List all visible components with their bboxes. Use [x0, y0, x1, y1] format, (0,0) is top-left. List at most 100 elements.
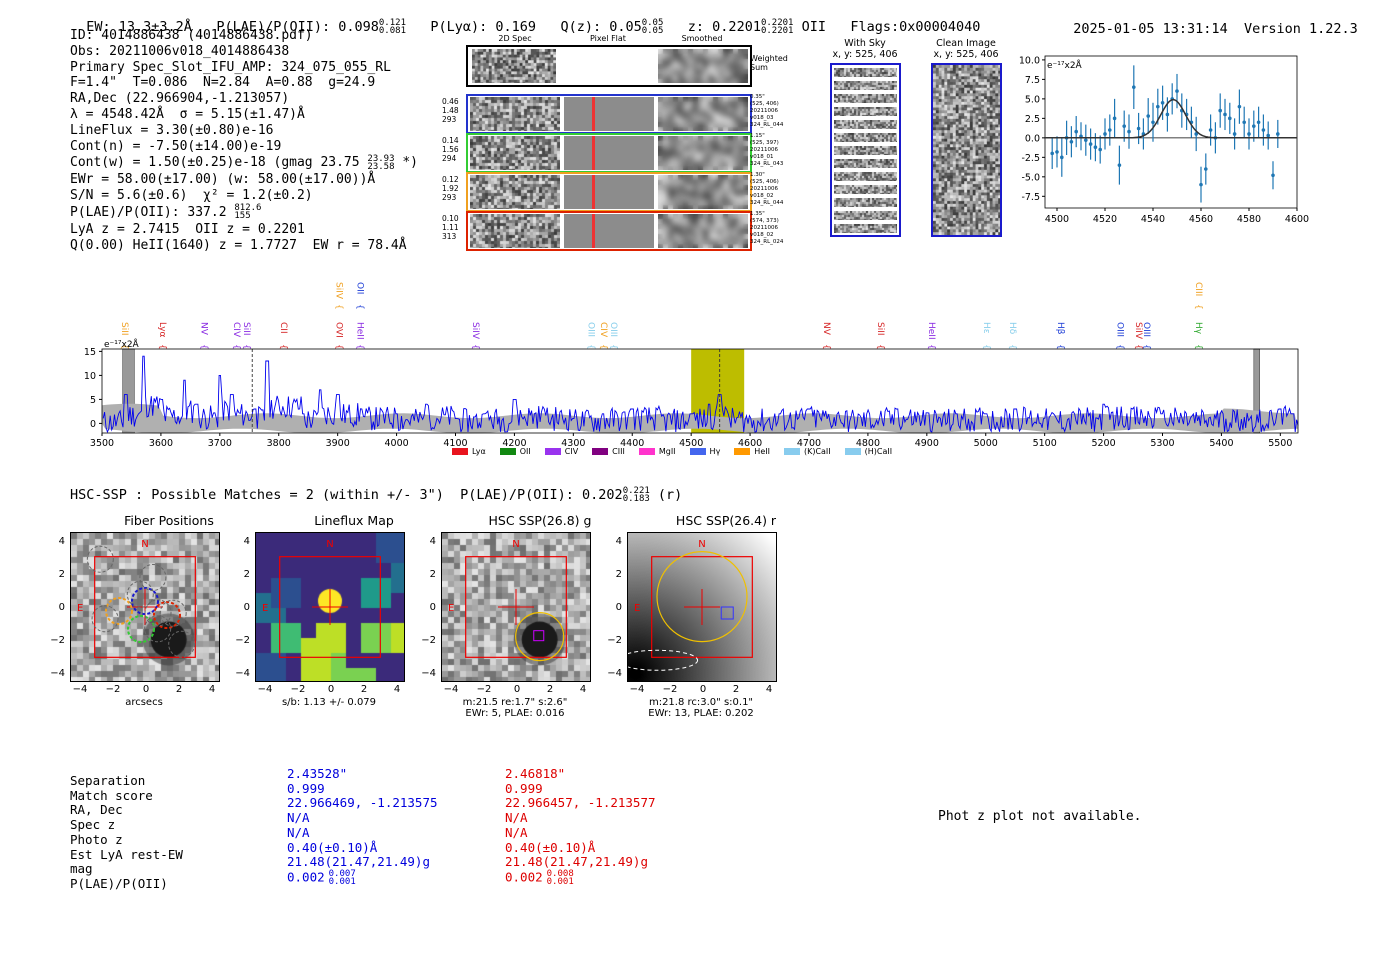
- spectral-line-name: Hβ: [1055, 322, 1065, 335]
- pixelflat-marker: [592, 136, 595, 170]
- fit-ytick-label: 2.5: [1025, 114, 1040, 125]
- fiber-circle: [168, 630, 196, 658]
- spectral-line-bracket: {: [1133, 344, 1143, 350]
- spectral-line-label: SiIV {: [1133, 322, 1143, 350]
- fit-data-point: [1112, 116, 1117, 121]
- cutout-meta-value: 0.46: [442, 97, 459, 106]
- header-ew: EW: 13.3±3.2Å: [86, 19, 192, 35]
- spectral-line-label: OII {: [355, 282, 365, 310]
- sky-fiber-strip: [834, 81, 897, 90]
- match-field-value: 0.40(±0.10)Å: [287, 839, 378, 855]
- cutout-meta-value: 324_RL_044: [750, 122, 784, 128]
- spectral-line-label: OIII {: [1115, 322, 1125, 350]
- match-field-value: 2.43528": [287, 766, 348, 781]
- spectrum-xtick-label: 5500: [1268, 438, 1292, 449]
- spectrum-xtick-label: 5100: [1033, 438, 1057, 449]
- spectral-line-label: SiIV {: [333, 282, 343, 310]
- cutout-2dspec: [470, 136, 560, 170]
- fiber-circle: [139, 564, 167, 592]
- spectral-line-bracket: {: [1193, 344, 1203, 350]
- sky-fiber-strip: [834, 107, 897, 116]
- fit-xtick-label: 4600: [1285, 214, 1309, 225]
- hsc-ytick-label: 4: [58, 536, 65, 547]
- cutout-meta-value: 1.56: [442, 145, 459, 154]
- spectral-line-bracket: {: [1055, 344, 1065, 350]
- match-plae-lo: 0.001: [546, 876, 574, 887]
- match-field-label: Spec z: [70, 817, 116, 833]
- match-field-value: 0.40(±0.10)Å: [505, 839, 596, 855]
- cutout-left-meta: 0.14 1.56 294: [442, 136, 464, 163]
- cutout-grid: 2D Spec Pixel Flat Smoothed Weighted Sum…: [440, 30, 810, 260]
- spectral-line-name: HeII: [355, 322, 365, 340]
- hsc-ytick-label: −2: [235, 635, 250, 646]
- contw-hi: 23.93: [367, 153, 395, 164]
- cutout-meta-value: 1.30": [750, 172, 765, 178]
- spectral-line-name: OVI: [333, 322, 343, 338]
- spectral-line-label: Hγ {: [1193, 322, 1203, 350]
- compass-n: N: [698, 539, 705, 550]
- match-plae-bounds: 0.008 0.001: [546, 868, 574, 887]
- match-field-value: 21.48(21.47,21.49)g: [287, 854, 430, 870]
- spectral-line-name: NV: [821, 322, 831, 336]
- legend-label: OII: [519, 447, 531, 456]
- spectral-line-bracket: {: [586, 344, 596, 350]
- cutout-right-meta: 0.35" (525, 406) 20211006 v018_03 324_RL_044: [750, 94, 810, 129]
- fit-data-point: [1098, 147, 1102, 152]
- hsc-panel-overlay: NE: [448, 539, 567, 662]
- legend-entry: (K)CaII: [783, 447, 831, 456]
- spectral-line-label: NV {: [198, 322, 208, 350]
- cutout-meta-value: 1.11: [442, 223, 459, 232]
- hsc-panel-caption: m:21.5 re:1.7" s:2.6": [462, 697, 568, 708]
- fit-data-point: [1175, 89, 1179, 93]
- header-qz: Q(z): 0.05: [560, 19, 642, 35]
- match-plae-hi: 0.008: [546, 868, 574, 879]
- spectral-line-name: OIII: [608, 322, 618, 337]
- hsc-title-hi: 0.221: [622, 486, 650, 496]
- info-plae2: P(LAE)/P(OII): 337.2 812.6 155: [70, 204, 418, 222]
- info-line: EWr = 58.00(±17.00) (w: 58.00(±17.00))Å: [70, 172, 376, 188]
- match-field-value: 0.999: [505, 780, 543, 796]
- weighted-2dspec: [472, 49, 556, 83]
- info-line: LyA z = 2.7415 OII z = 0.2201: [70, 221, 305, 237]
- header-plya: P(Lyα): 0.169: [430, 19, 537, 35]
- cutout-right-meta: 1.15" (525, 397) 20211006 v018_01 324_RL_043: [750, 133, 810, 168]
- legend-label: MgII: [658, 447, 676, 456]
- spectral-line-name: SiIV: [333, 282, 343, 300]
- cutout-meta-value: 0.14: [442, 136, 459, 145]
- match-field-value: 22.966469, -1.213575: [287, 795, 438, 811]
- fit-data-point: [1247, 132, 1251, 136]
- legend-swatch: [783, 448, 800, 455]
- spectral-line-labels: SiII {Lyα {NV {CIV {SiII {CII {SiIV {OVI…: [119, 282, 1203, 350]
- match-field-value: N/A: [287, 810, 310, 826]
- spectral-line-name: SiII: [875, 322, 885, 336]
- cutout-meta-value: v018_02: [750, 193, 774, 199]
- pixelflat-marker: [592, 175, 595, 209]
- compass-n: N: [141, 539, 148, 550]
- weighted-sum-label: Weighted Sum: [750, 54, 788, 72]
- hsc-ytick-label: 0: [429, 602, 436, 613]
- hsc-xtick-label: −4: [629, 684, 645, 695]
- fit-data-point: [1261, 128, 1266, 132]
- spectrum-xtick-label: 4800: [856, 438, 880, 449]
- info-line: F=1.4" T=0.086 N=2.84 A=0.88 g=24.9: [70, 75, 376, 91]
- spectral-line-bracket: {: [198, 344, 208, 350]
- spectrum-frame: [101, 348, 1299, 434]
- fit-unit-label: e⁻¹⁷x2Å: [1047, 59, 1083, 71]
- fit-data-point: [1103, 132, 1107, 136]
- legend-entry: OII: [499, 447, 531, 456]
- header-z-hi: 0.2201: [760, 18, 794, 28]
- match-field-label: Separation: [70, 773, 146, 788]
- legend-swatch: [734, 448, 751, 455]
- contw-text: Cont(w) = 1.50(±0.25)e-18 (gmag 23.75: [70, 155, 360, 171]
- spectral-line-label: SiII {: [241, 322, 251, 350]
- info-line: ID: 4014886438 (4014886438.pdf): [70, 28, 313, 43]
- hsc-title-text: HSC-SSP : Possible Matches = 2 (within +…: [70, 487, 623, 503]
- search-box: [651, 556, 753, 658]
- match-field-value: N/A: [505, 824, 528, 840]
- hsc-xtick-label: −2: [290, 684, 306, 695]
- fit-xtick-label: 4560: [1189, 214, 1213, 225]
- fit-data-point: [1132, 85, 1136, 89]
- fit-data-point: [1228, 116, 1232, 121]
- spectral-line-label: CIV {: [598, 322, 608, 350]
